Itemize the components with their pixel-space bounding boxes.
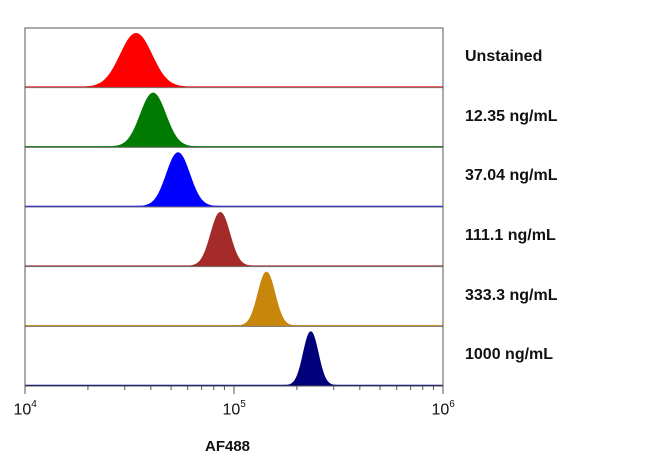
series-label: 111.1 ng/mL: [465, 226, 556, 244]
histogram-series-6: [25, 331, 443, 386]
series-label: 37.04 ng/mL: [465, 167, 558, 185]
x-tick-label: 104: [13, 399, 37, 419]
histogram-series-3: [25, 152, 443, 207]
histogram-series-4: [24, 211, 444, 267]
histogram-series-1: [24, 32, 444, 88]
histogram-series-2: [24, 92, 444, 148]
series-label: 333.3 ng/mL: [465, 286, 558, 304]
histogram-series-5: [24, 271, 444, 327]
series-label: Unstained: [465, 47, 543, 65]
x-tick-label: 106: [431, 399, 455, 419]
x-tick-label: 105: [222, 399, 246, 419]
series-label: 1000 ng/mL: [465, 346, 554, 364]
series-label: 12.35 ng/mL: [465, 107, 558, 125]
x-axis-label: AF488: [205, 438, 251, 455]
